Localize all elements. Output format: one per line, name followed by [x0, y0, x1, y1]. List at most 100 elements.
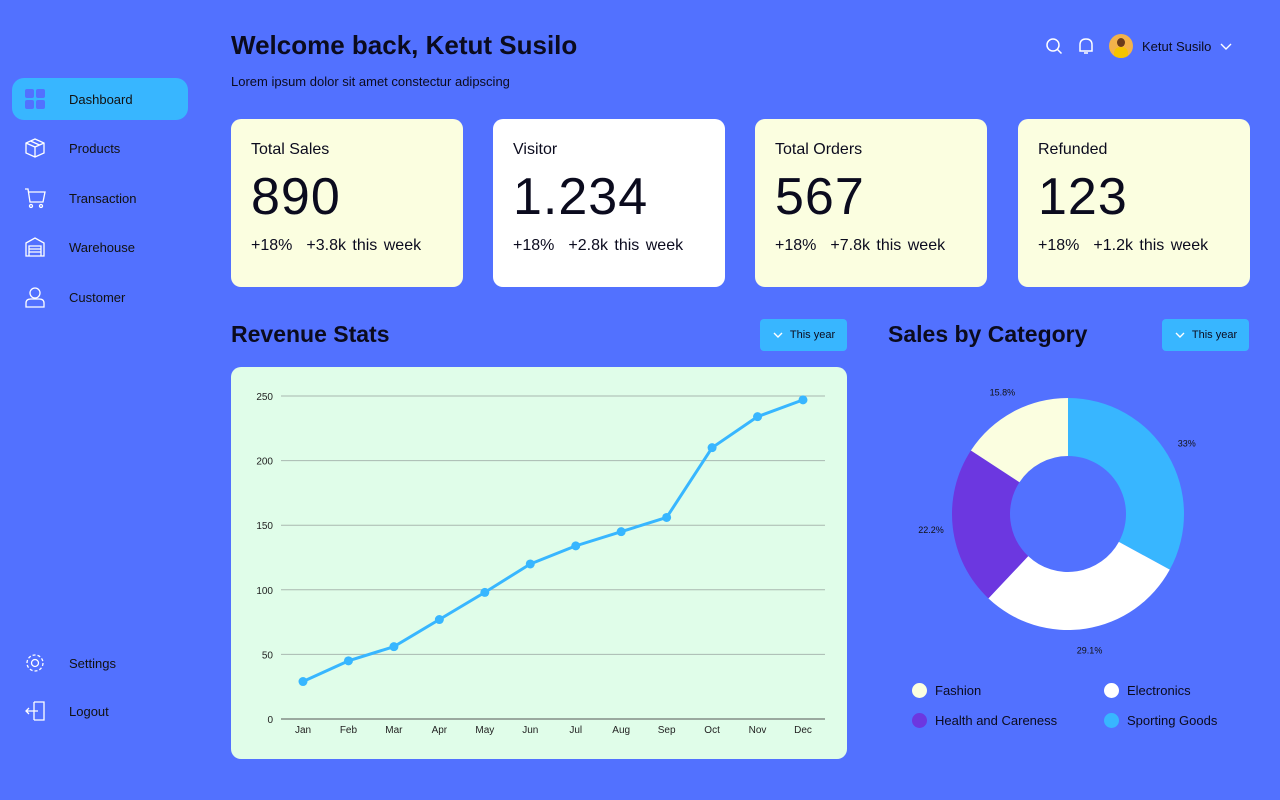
- chevron-down-icon: [1175, 332, 1185, 338]
- y-tick-label: 100: [256, 586, 273, 597]
- sidebar-item-label: Dashboard: [69, 91, 133, 107]
- card-value: 567: [775, 168, 865, 226]
- slice-label: 33%: [1178, 439, 1196, 449]
- sidebar-item-warehouse[interactable]: Warehouse: [12, 226, 188, 268]
- x-tick-label: Oct: [704, 725, 720, 736]
- data-point: [707, 443, 717, 453]
- card-percent: +18%: [775, 237, 817, 254]
- x-tick-label: Mar: [385, 725, 403, 736]
- gear-icon: [26, 654, 44, 672]
- revenue-chart: 0 50 100 150 200 250 Jan Feb Mar Apr May Jun Jul Aug S…: [231, 367, 847, 759]
- card-value: 890: [251, 168, 341, 226]
- card-percent: +18%: [1038, 237, 1080, 254]
- legend-label: Health and Careness: [935, 713, 1058, 728]
- sidebar-item-label: Transaction: [69, 190, 137, 206]
- data-point: [434, 615, 444, 625]
- logout-icon: [25, 701, 45, 721]
- legend-electronics: Electronics: [1104, 683, 1191, 698]
- sidebar-item-products[interactable]: Products: [12, 127, 188, 169]
- sidebar-item-label: Warehouse: [69, 239, 135, 255]
- card-title: Visitor: [513, 141, 558, 158]
- x-tick-label: Aug: [612, 725, 630, 736]
- legend-fashion: Fashion: [912, 683, 981, 698]
- sidebar-item-logout[interactable]: Logout: [12, 690, 188, 732]
- card-percent: +18%: [251, 237, 293, 254]
- sidebar-item-label: Settings: [69, 655, 116, 671]
- card-percent: +18%: [513, 237, 555, 254]
- data-point: [571, 541, 581, 551]
- donut-slice: [1068, 398, 1184, 570]
- avatar[interactable]: [1109, 34, 1133, 58]
- slice-label: 22.2%: [918, 525, 944, 535]
- x-tick-label: Dec: [794, 725, 812, 736]
- x-tick-label: Sep: [658, 725, 676, 736]
- x-tick-label: Feb: [340, 725, 358, 736]
- revenue-title: Revenue Stats: [231, 321, 390, 347]
- data-point: [343, 656, 353, 666]
- card-title: Total Orders: [775, 141, 863, 158]
- slice-label: 15.8%: [990, 388, 1016, 398]
- legend-label: Electronics: [1127, 683, 1191, 698]
- slice-label: 29.1%: [1077, 645, 1103, 655]
- y-tick-label: 0: [267, 715, 273, 726]
- revenue-line: [302, 398, 804, 683]
- stat-card-total-sales: Total Sales 890 +18% +3.8k this week: [231, 119, 463, 287]
- card-value: 1.234: [513, 168, 649, 226]
- sidebar-item-dashboard[interactable]: Dashboard: [12, 78, 188, 120]
- cart-icon: [25, 188, 46, 209]
- sidebar-item-settings[interactable]: Settings: [12, 642, 188, 684]
- category-filter-dropdown[interactable]: This year: [1162, 319, 1249, 351]
- box-icon: [25, 138, 45, 158]
- data-point: [798, 395, 808, 405]
- card-title: Refunded: [1038, 141, 1108, 158]
- card-value: 123: [1038, 168, 1128, 226]
- data-point: [525, 559, 535, 569]
- user-name[interactable]: Ketut Susilo: [1142, 38, 1212, 54]
- x-tick-label: Nov: [749, 725, 767, 736]
- x-tick-label: Jul: [569, 725, 582, 736]
- search-icon[interactable]: [1045, 37, 1063, 55]
- legend-sporting-goods: Sporting Goods: [1104, 713, 1217, 728]
- y-tick-label: 50: [262, 650, 274, 661]
- stat-card-visitor: Visitor 1.234 +18% +2.8k this week: [493, 119, 725, 287]
- y-tick-label: 250: [256, 392, 273, 403]
- chevron-down-icon[interactable]: [1219, 39, 1233, 53]
- y-tick-label: 150: [256, 521, 273, 532]
- sidebar-item-label: Logout: [69, 703, 109, 719]
- card-week: +7.8k this week: [830, 237, 946, 254]
- data-point: [616, 527, 626, 537]
- page-subtitle: Lorem ipsum dolor sit amet constectur ad…: [231, 74, 510, 89]
- grid-icon: [25, 89, 45, 109]
- category-donut-chart: 33% 29.1% 22.2% 15.8%: [918, 388, 1196, 656]
- card-week: +1.2k this week: [1093, 237, 1209, 254]
- data-point: [662, 512, 672, 522]
- bell-icon[interactable]: [1077, 37, 1095, 55]
- category-title: Sales by Category: [888, 321, 1088, 347]
- sidebar-item-customer[interactable]: Customer: [12, 276, 188, 318]
- data-point: [480, 587, 490, 597]
- donut-slice: [952, 450, 1029, 599]
- x-tick-label: May: [475, 725, 494, 736]
- stat-card-total-orders: Total Orders 567 +18% +7.8k this week: [755, 119, 987, 287]
- sidebar-item-label: Customer: [69, 289, 126, 305]
- sidebar-item-transaction[interactable]: Transaction: [12, 177, 188, 219]
- chevron-down-icon: [773, 332, 783, 338]
- card-title: Total Sales: [251, 141, 330, 158]
- sidebar-item-label: Products: [69, 140, 121, 156]
- donut-slice: [988, 541, 1170, 630]
- y-tick-label: 200: [256, 457, 273, 468]
- legend-health: Health and Careness: [912, 713, 1057, 728]
- legend-label: Fashion: [935, 683, 982, 698]
- data-point: [753, 412, 763, 422]
- card-week: +2.8k this week: [568, 237, 684, 254]
- filter-label: This year: [789, 329, 836, 341]
- revenue-filter-dropdown[interactable]: This year: [760, 319, 847, 351]
- card-week: +3.8k this week: [306, 237, 422, 254]
- x-tick-label: Jan: [295, 725, 311, 736]
- donut-slice: [970, 398, 1068, 483]
- x-tick-label: Apr: [432, 725, 448, 736]
- warehouse-icon: [25, 237, 45, 257]
- data-point: [298, 677, 308, 687]
- stat-card-refunded: Refunded 123 +18% +1.2k this week: [1018, 119, 1250, 287]
- page-title: Welcome back, Ketut Susilo: [231, 30, 578, 60]
